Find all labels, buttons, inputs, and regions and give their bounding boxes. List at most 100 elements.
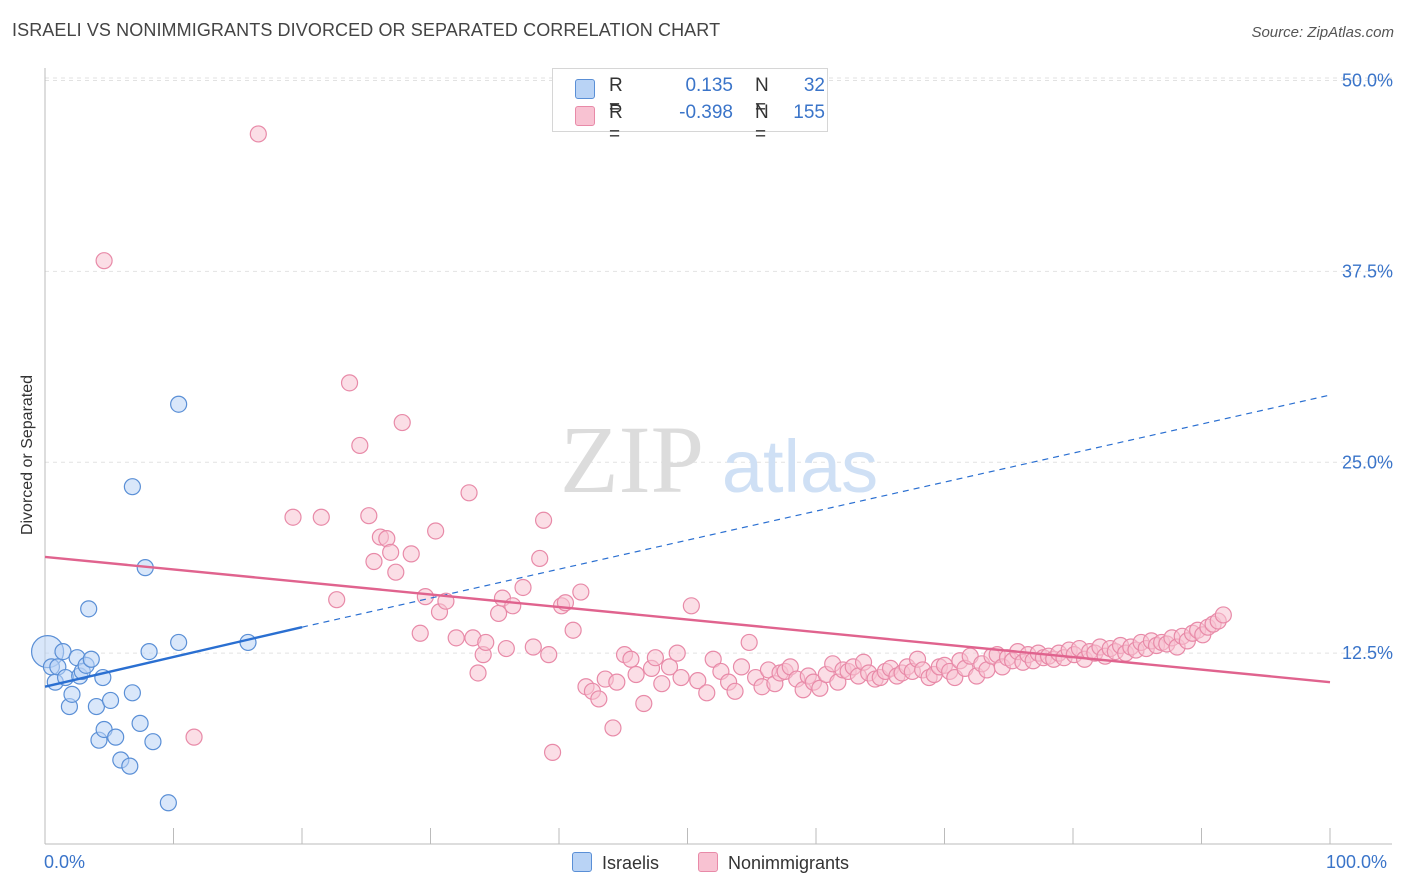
nonimmigrants-point — [284, 508, 302, 526]
nonimmigrants-point — [726, 682, 744, 700]
y-axis-title: Divorced or Separated — [19, 374, 36, 536]
nonimmigrants-point — [393, 413, 411, 432]
nonimmigrants-point — [646, 649, 664, 667]
nonimmigrants-point — [416, 588, 434, 606]
y-tick-label: 50.0% — [1342, 71, 1393, 91]
nonimmigrants-points — [95, 125, 1232, 761]
nonimmigrants-point — [653, 675, 671, 693]
israelis-point — [170, 395, 188, 413]
y-tick-label: 12.5% — [1342, 643, 1393, 663]
nonimmigrants-point — [590, 690, 608, 708]
r-label: R = — [609, 75, 623, 118]
nonimmigrants-point — [351, 436, 369, 455]
nonimmigrants-point — [635, 694, 653, 713]
legend-item-nonimmigrants: Nonimmigrants — [698, 852, 849, 874]
watermark-atlas: atlas — [722, 425, 878, 508]
nonimmigrants-point — [564, 621, 582, 639]
nonimmigrants-point — [660, 658, 679, 676]
israelis-trend-line — [44, 625, 303, 688]
nonimmigrants-trend-line — [44, 555, 1331, 684]
source-label: Source: ZipAtlas.com — [1251, 24, 1394, 41]
r-label: R = — [609, 102, 623, 145]
nonimmigrants-point — [360, 507, 378, 525]
nonimmigrants-point — [689, 672, 707, 690]
israelis-point — [170, 633, 188, 652]
israelis-point — [159, 794, 177, 812]
n-label: N = — [755, 75, 769, 118]
nonimmigrants-point — [514, 578, 532, 597]
nonimmigrants-point — [447, 629, 465, 647]
israelis-point — [239, 633, 257, 652]
y-tick-label: 37.5% — [1342, 261, 1393, 281]
nonimmigrants-point — [387, 563, 405, 581]
nonimmigrants-point — [427, 522, 445, 540]
r-value: -0.398 — [679, 102, 733, 123]
nonimmigrants-point — [340, 374, 359, 392]
israelis-point — [80, 600, 98, 618]
stats-box: R = 0.135 N = 32 R = -0.398 N = 155 — [552, 68, 828, 145]
n-value: 155 — [793, 102, 825, 123]
nonimmigrants-point — [622, 650, 640, 668]
israelis-point — [121, 757, 139, 775]
nonimmigrants-point — [543, 743, 562, 761]
n-label: N = — [755, 102, 769, 145]
nonimmigrants-point — [672, 668, 690, 687]
nonimmigrants-point — [382, 543, 400, 561]
nonimmigrants-point — [732, 658, 751, 676]
nonimmigrants-point — [249, 125, 267, 143]
nonimmigrants-point — [328, 591, 346, 609]
x-tick-label-min: 0.0% — [44, 852, 86, 872]
nonimmigrants-point — [704, 650, 722, 668]
israelis-point — [144, 733, 162, 751]
israelis-point — [101, 691, 120, 710]
n-value: 32 — [803, 75, 825, 96]
nonimmigrants-point — [627, 665, 645, 684]
nonimmigrants-swatch — [575, 106, 595, 126]
nonimmigrants-point — [460, 484, 478, 502]
nonimmigrants-point — [531, 549, 549, 568]
legend-item-israelis: Israelis — [572, 852, 659, 874]
nonimmigrants-point — [469, 664, 487, 682]
israelis-point — [131, 714, 149, 732]
israelis-swatch — [575, 79, 595, 99]
israelis-point — [140, 642, 158, 661]
israelis-point — [123, 684, 141, 702]
x-tick-label-max: 100.0% — [1326, 852, 1388, 872]
nonimmigrants-point — [185, 728, 203, 746]
chart-title: ISRAELI VS NONIMMIGRANTS DIVORCED OR SEP… — [12, 20, 721, 40]
nonimmigrants-point — [1214, 606, 1232, 624]
y-tick-labels: 12.5% 25.0% 37.5% 50.0% — [1342, 71, 1393, 664]
nonimmigrants-point — [402, 545, 420, 563]
nonimmigrants-point — [604, 719, 622, 737]
nonimmigrants-point — [698, 684, 716, 702]
nonimmigrants-point — [490, 604, 508, 623]
gridlines — [45, 77, 1392, 654]
israelis-point — [54, 642, 72, 661]
nonimmigrants-point — [411, 624, 429, 642]
nonimmigrants-point — [312, 508, 330, 526]
legend-label-nonimmigrants: Nonimmigrants — [728, 853, 850, 873]
nonimmigrants-point — [524, 638, 542, 656]
nonimmigrants-point — [534, 511, 553, 529]
legend-swatch-israelis — [572, 852, 592, 872]
nonimmigrants-point — [668, 644, 686, 662]
nonimmigrants-point — [740, 633, 758, 652]
nonimmigrants-point — [608, 673, 626, 691]
nonimmigrants-point — [477, 633, 495, 652]
watermark-zip: ZIP — [560, 406, 704, 513]
legend-label-israelis: Israelis — [602, 853, 660, 873]
legend-swatch-nonimmigrants — [698, 852, 718, 872]
watermark: ZIP atlas — [560, 406, 878, 513]
trend-lines — [44, 394, 1331, 688]
nonimmigrants-point — [682, 597, 700, 615]
axes — [44, 68, 1392, 845]
r-value: 0.135 — [685, 75, 733, 96]
nonimmigrants-point — [497, 639, 515, 658]
nonimmigrants-point — [95, 252, 113, 270]
israelis-point — [82, 650, 100, 668]
nonimmigrants-point — [504, 597, 522, 615]
nonimmigrants-point — [365, 552, 383, 571]
nonimmigrants-point — [540, 646, 558, 664]
nonimmigrants-point — [572, 583, 590, 601]
